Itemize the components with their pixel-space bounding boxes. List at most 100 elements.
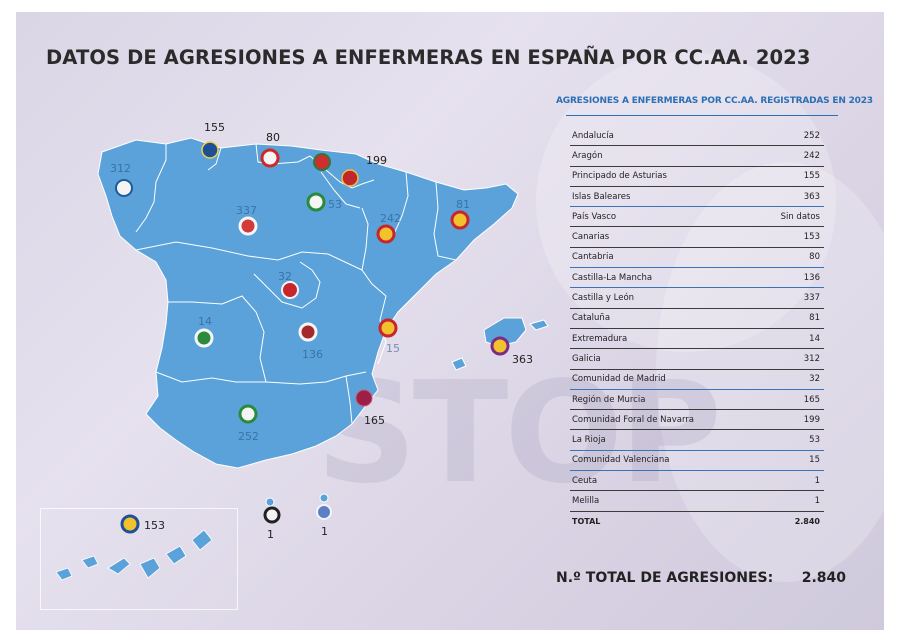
label-canarias: 153	[144, 519, 165, 532]
table-row: Melilla 1	[570, 491, 824, 512]
marker-canarias	[120, 514, 140, 534]
marker-valencia	[378, 318, 398, 338]
label-cataluna: 81	[456, 198, 470, 211]
row-value: 337	[803, 293, 820, 304]
label-murcia: 165	[364, 414, 385, 427]
marker-galicia	[115, 179, 133, 197]
table-row: Principado de Asturias 155	[570, 167, 824, 187]
marker-ceuta	[263, 506, 281, 524]
marker-rioja	[306, 192, 326, 212]
total-value: 2.840	[801, 570, 846, 586]
row-region: Aragón	[572, 150, 603, 161]
label-cantabria: 80	[266, 131, 280, 144]
row-value: 1	[814, 475, 820, 486]
row-value: 363	[803, 191, 820, 202]
table-row: La Rioja 53	[570, 430, 824, 451]
row-region: Andalucía	[572, 130, 614, 141]
row-value: 15	[809, 455, 820, 466]
table-row: Ceuta 1	[570, 471, 824, 492]
row-region: Principado de Asturias	[572, 171, 667, 182]
marker-asturias	[201, 141, 219, 159]
marker-cantabria	[260, 148, 280, 168]
spain-map: 312 155 80 199 53 337 242 81 32 14 136 1…	[55, 121, 549, 581]
row-value: 252	[803, 130, 820, 141]
peninsula-shape	[97, 137, 519, 469]
table-row: Región de Murcia 165	[570, 390, 824, 411]
row-region: País Vasco	[572, 211, 617, 222]
ceuta-shape	[265, 497, 275, 507]
row-region: Comunidad Foral de Navarra	[572, 414, 694, 425]
ibiza-shape	[451, 357, 467, 371]
marker-pais-vasco	[313, 153, 331, 171]
marker-melilla	[316, 504, 332, 520]
table-row: Castilla y León 337	[570, 288, 824, 309]
table-row: País Vasco Sin datos	[570, 207, 824, 228]
label-castilla-mancha: 136	[302, 348, 323, 361]
marker-madrid	[281, 281, 299, 299]
region-borders	[135, 143, 457, 425]
stop-watermark: STOP	[316, 352, 722, 515]
row-value: 53	[809, 435, 820, 446]
canarias-shape	[55, 529, 213, 581]
table-rows: Andalucía 252 Aragón 242 Principado de Astur…	[570, 126, 824, 532]
row-region: Comunidad de Madrid	[572, 374, 666, 385]
row-region: Castilla-La Mancha	[572, 272, 653, 283]
background-shape	[656, 162, 884, 582]
table-title: AGRESIONES A ENFERMERAS POR CC.AA. REGIS…	[556, 96, 873, 106]
row-value: 312	[803, 353, 820, 364]
row-region: Región de Murcia	[572, 394, 646, 405]
label-castilla-leon: 337	[236, 204, 257, 217]
row-value: 242	[803, 150, 820, 161]
table-row: Cantabria 80	[570, 248, 824, 269]
row-region: Galicia	[572, 353, 601, 364]
label-asturias: 155	[204, 121, 225, 134]
marker-navarra	[341, 169, 359, 187]
row-value: 32	[809, 374, 820, 385]
label-galicia: 312	[110, 162, 131, 175]
table-row: Comunidad de Madrid 32	[570, 370, 824, 390]
table-row: Aragón 242	[570, 146, 824, 167]
label-madrid: 32	[278, 270, 292, 283]
label-ceuta: 1	[267, 528, 274, 541]
marker-cataluna	[450, 210, 470, 230]
row-region: Canarias	[572, 232, 610, 243]
row-region: Cataluña	[572, 313, 611, 324]
label-andalucia: 252	[238, 430, 259, 443]
row-value: 14	[809, 333, 820, 344]
label-rioja: 53	[328, 198, 342, 211]
table-row: Extremadura 14	[570, 329, 824, 350]
label-aragon: 242	[380, 212, 401, 225]
marker-extremadura	[194, 328, 214, 348]
table-title-rule	[566, 115, 838, 116]
background-shape	[536, 52, 836, 352]
label-melilla: 1	[321, 525, 328, 538]
table-row: Islas Baleares 363	[570, 187, 824, 208]
row-region: Cantabria	[572, 252, 614, 263]
table-row: Castilla-La Mancha 136	[570, 268, 824, 289]
label-baleares: 363	[512, 353, 533, 366]
marker-aragon	[376, 224, 396, 244]
row-value: 165	[803, 394, 820, 405]
marker-andalucia	[238, 404, 258, 424]
total-label: N.º TOTAL DE AGRESIONES:	[556, 570, 774, 586]
label-extremadura: 14	[198, 315, 212, 328]
melilla-shape	[319, 493, 329, 503]
row-value: 155	[803, 171, 820, 182]
row-region: Extremadura	[572, 333, 628, 344]
row-value: 81	[809, 313, 820, 324]
table-row: Cataluña 81	[570, 309, 824, 329]
row-region: Ceuta	[572, 475, 598, 486]
row-value: 1	[814, 495, 820, 506]
total-footer: N.º TOTAL DE AGRESIONES: 2.840	[556, 570, 846, 586]
canarias-inset	[40, 508, 238, 610]
page-title: DATOS DE AGRESIONES A ENFERMERAS EN ESPA…	[46, 46, 811, 69]
row-region: Comunidad Valenciana	[572, 455, 670, 466]
table-row: Galicia 312	[570, 349, 824, 370]
total-row-value: 2.840	[794, 517, 820, 527]
table-row: Andalucía 252	[570, 126, 824, 147]
row-region: Melilla	[572, 495, 600, 506]
row-region: Castilla y León	[572, 293, 635, 304]
region-table: AGRESIONES A ENFERMERAS POR CC.AA. REGIS…	[552, 96, 873, 532]
marker-castilla-mancha	[298, 322, 318, 342]
row-value: 80	[809, 252, 820, 263]
